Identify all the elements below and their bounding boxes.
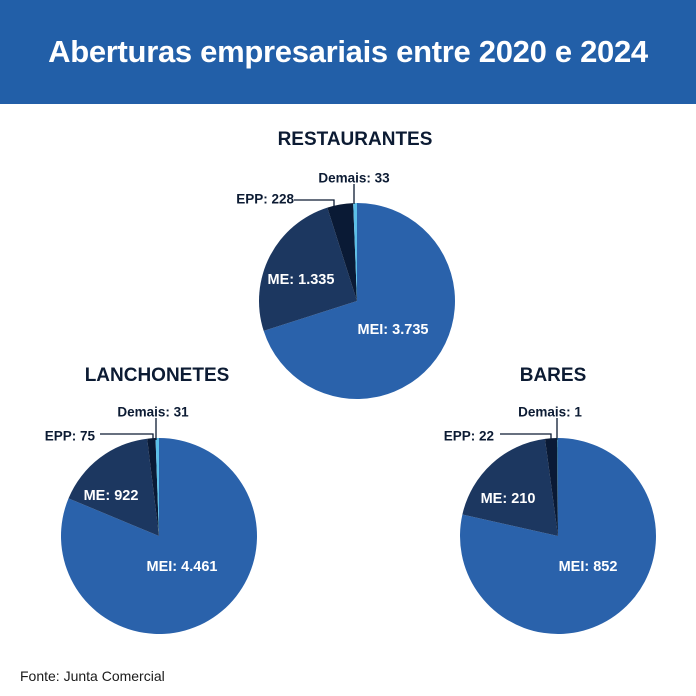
pie-slice-me (259, 207, 357, 331)
slice-label-mei: MEI: 4.461 (147, 559, 218, 575)
pie-slice-demais (557, 438, 558, 536)
leader-line-epp (100, 433, 154, 441)
leader-line-epp (500, 433, 552, 440)
pie-slice-demais (353, 203, 357, 301)
pie-slice-epp (147, 438, 159, 536)
pie-lanchonetes: MEI: 4.461 ME: 922 EPP: 75 Demais: 31 (45, 405, 257, 634)
slice-label-demais: Demais: 31 (117, 405, 189, 420)
slice-label-demais: Demais: 33 (318, 171, 390, 186)
pie-slice-mei (60, 438, 257, 634)
slice-label-mei: MEI: 852 (559, 559, 618, 575)
pie-slice-epp (544, 438, 558, 536)
pie-slice-demais (155, 438, 159, 536)
slice-label-me: ME: 210 (481, 491, 536, 507)
slice-label-epp: EPP: 22 (444, 429, 494, 444)
leader-line-epp (294, 199, 335, 207)
page-title: Aberturas empresariais entre 2020 e 2024 (48, 34, 648, 69)
header-banner: Aberturas empresariais entre 2020 e 2024 (0, 0, 696, 104)
pie-slice-me (68, 438, 159, 536)
slice-label-me: ME: 922 (84, 488, 139, 504)
slice-label-demais: Demais: 1 (518, 405, 582, 420)
pie-slice-me (462, 438, 558, 536)
chart-title-lanchonetes: LANCHONETES (84, 365, 230, 386)
chart-title-restaurantes: RESTAURANTES (277, 129, 433, 150)
pie-restaurantes: MEI: 3.735 ME: 1.335 EPP: 228 Demais: 33 (236, 171, 455, 399)
slice-label-epp: EPP: 228 (236, 192, 294, 207)
chart-title-bares: BARES (519, 365, 587, 386)
pie-slice-mei (263, 203, 455, 399)
pie-bares: MEI: 852 ME: 210 EPP: 22 Demais: 1 (444, 405, 656, 634)
slice-label-me: ME: 1.335 (268, 272, 335, 288)
source-note: Fonte: Junta Comercial (20, 668, 165, 684)
slice-label-mei: MEI: 3.735 (358, 322, 429, 338)
slice-label-epp: EPP: 75 (45, 429, 96, 444)
pie-slice-epp (327, 203, 357, 301)
